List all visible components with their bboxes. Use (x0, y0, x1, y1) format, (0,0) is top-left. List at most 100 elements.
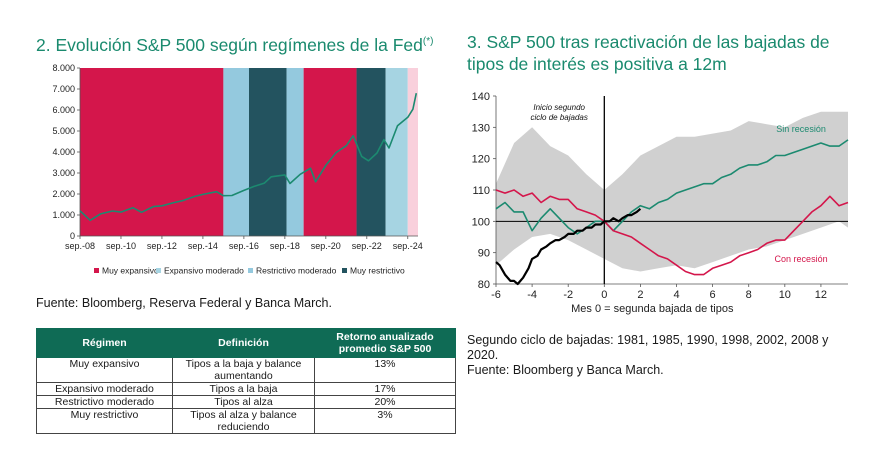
right-x-axis-label: Mes 0 = segunda bajada de tipos (571, 303, 734, 315)
left-source: Fuente: Bloomberg, Reserva Federal y Ban… (36, 296, 332, 310)
table-header-cell: Retorno anualizado promedio S&P 500 (314, 328, 456, 358)
legend-label-0: Muy expansivo (102, 266, 159, 276)
right-y-tick-label: 90 (478, 248, 490, 260)
regime-table-body: Muy expansivo Tipos a la baja y balance a… (36, 357, 456, 434)
right-x-tick-label: 0 (601, 289, 607, 301)
right-chart-title: 3. S&P 500 tras reactivación de las baja… (467, 31, 830, 75)
right-caption: Segundo ciclo de bajadas: 1981, 1985, 19… (467, 333, 828, 378)
regime-table-grid: Régimen Definición Retorno anualizado prom… (36, 328, 456, 434)
range-band (496, 111, 848, 272)
right-x-tick-label: 6 (710, 289, 716, 301)
right-y-tick-label: 100 (472, 216, 490, 228)
table-cell: Tipos al alza y balance reduciendo (172, 408, 315, 434)
table-header-cell: Régimen (36, 328, 173, 358)
table-cell: 20% (314, 395, 456, 409)
left-x-tick-label: sep.-16 (229, 241, 259, 251)
left-x-tick-label: sep.-18 (270, 241, 300, 251)
legend-swatch-3 (342, 268, 347, 273)
regime-table-header: Régimen Definición Retorno anualizado prom… (36, 328, 456, 358)
table-cell: Muy restrictivo (36, 408, 173, 434)
left-y-tick-label: 4.000 (52, 147, 75, 157)
table-cell: Muy expansivo (36, 357, 173, 383)
left-y-tick-label: 1.000 (52, 210, 75, 220)
left-y-tick-label: 2.000 (52, 189, 75, 199)
table-row: Restrictivo moderado Tipos al alza 20% (36, 395, 456, 409)
right-chart-title-line1: 3. S&P 500 tras reactivación de las baja… (467, 32, 830, 52)
regime-legend: Muy expansivo Expansivo moderado Restricti… (94, 266, 405, 276)
regime-band-3 (286, 68, 304, 236)
left-chart-title-sup: (*) (422, 36, 434, 47)
table-header-cell: Definición (172, 328, 315, 358)
right-x-tick-label: -4 (527, 289, 537, 301)
left-chart-title-text: 2. Evolución S&P 500 según regímenes de … (36, 34, 423, 55)
legend-label-3: Muy restrictivo (350, 266, 405, 276)
regime-band-2 (249, 68, 287, 236)
annotation-sin-recesion: Sin recesión (776, 124, 826, 134)
right-caption-line2: 2020. (467, 348, 499, 362)
table-cell: Tipos al alza (172, 395, 315, 409)
right-y-tick-label: 130 (472, 122, 490, 134)
annotation-inicio-line1: Inicio segundo (533, 103, 585, 112)
sp500-line (79, 93, 418, 222)
regime-band-5 (356, 68, 386, 236)
left-x-tick-label: sep.-14 (188, 241, 218, 251)
table-row: Muy expansivo Tipos a la baja y balance a… (36, 357, 456, 383)
legend-label-1: Expansivo moderado (164, 266, 244, 276)
left-y-tick-label: 8.000 (52, 63, 75, 73)
right-x-tick-label: 10 (779, 289, 791, 301)
left-x-tick-label: sep.-10 (106, 241, 136, 251)
left-x-tick-label: sep.-24 (393, 241, 423, 251)
right-x-tick-label: 4 (673, 289, 679, 301)
left-y-tick-label: 7.000 (52, 84, 75, 94)
table-cell: Restrictivo moderado (36, 395, 173, 409)
legend-swatch-2 (248, 268, 253, 273)
left-x-tick-label: sep.-20 (311, 241, 341, 251)
regime-table: Régimen Definición Retorno anualizado prom… (36, 328, 456, 434)
annotation-inicio-line2: ciclo de bajadas (530, 113, 587, 122)
table-cell: Expansivo moderado (36, 382, 173, 396)
left-axes: 0 1.000 2.000 3.000 4.000 5.000 6.000 7.000 8.00… (52, 63, 422, 251)
regime-band-1 (223, 68, 249, 236)
regime-band-7 (407, 68, 418, 236)
right-axes: 80 90 100 110 120 130 140 -6 -4 -2 0 2 4 6 8 10 12 Mes 0 … (472, 91, 848, 315)
legend-swatch-0 (94, 268, 99, 273)
table-cell: Tipos a la baja y balance aumentando (172, 357, 315, 383)
table-row: Expansivo moderado Tipos a la baja 17% (36, 382, 456, 396)
left-y-tick-label: 3.000 (52, 168, 75, 178)
table-cell: 17% (314, 382, 456, 396)
table-cell: Tipos a la baja (172, 382, 315, 396)
regime-bands (80, 68, 418, 236)
legend-swatch-1 (156, 268, 161, 273)
left-y-tick-label: 0 (70, 231, 75, 241)
right-x-tick-label: -2 (563, 289, 573, 301)
right-y-tick-label: 140 (472, 91, 490, 103)
table-cell: 3% (314, 408, 456, 434)
right-x-tick-label: 12 (815, 289, 827, 301)
regime-band-0 (80, 68, 224, 236)
table-row: Muy restrictivo Tipos al alza y balance r… (36, 408, 456, 434)
right-y-tick-label: 110 (472, 185, 490, 197)
right-y-tick-label: 80 (478, 279, 490, 291)
left-chart-title: 2. Evolución S&P 500 según regímenes de … (36, 31, 433, 56)
annotation-con-recesion: Con recesión (775, 254, 828, 264)
con-recesion-line (495, 189, 849, 276)
sin-recesion-line (495, 139, 849, 235)
previo-line (495, 207, 642, 286)
right-y-tick-label: 120 (472, 154, 490, 166)
right-x-tick-label: 8 (746, 289, 752, 301)
legend-label-2: Restrictivo moderado (256, 266, 337, 276)
second-cut-cycle-chart: 80 90 100 110 120 130 140 -6 -4 -2 0 2 4 6 8 10 12 Mes 0 … (472, 91, 849, 315)
right-caption-line1: Segundo ciclo de bajadas: 1981, 1985, 19… (467, 333, 829, 347)
left-x-tick-label: sep.-22 (352, 241, 382, 251)
left-x-tick-label: sep.-12 (147, 241, 177, 251)
sp500-regimes-chart: 0 1.000 2.000 3.000 4.000 5.000 6.000 7.000 8.00… (52, 63, 422, 276)
left-x-tick-label: sep.-08 (65, 241, 95, 251)
right-source: Fuente: Bloomberg y Banca March. (467, 363, 664, 377)
table-cell: 13% (314, 357, 456, 383)
regime-band-6 (385, 68, 408, 236)
right-chart-title-line2: tipos de interés es positiva a 12m (467, 54, 727, 74)
left-y-tick-label: 6.000 (52, 105, 75, 115)
regime-band-4 (303, 68, 357, 236)
right-x-tick-label: 2 (637, 289, 643, 301)
